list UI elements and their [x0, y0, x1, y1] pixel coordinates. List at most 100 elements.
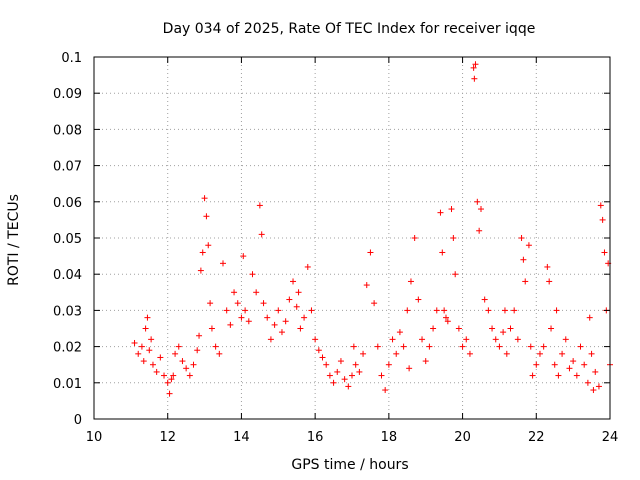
data-point	[242, 307, 249, 314]
data-point	[142, 325, 149, 332]
data-point	[378, 372, 385, 379]
data-point	[286, 296, 293, 303]
axis-ticks	[93, 56, 611, 420]
data-point	[385, 361, 392, 368]
data-point	[553, 307, 560, 314]
data-point	[444, 318, 451, 325]
data-point	[586, 314, 593, 321]
data-point	[341, 376, 348, 383]
data-point	[478, 206, 484, 213]
data-point	[140, 358, 147, 365]
data-point	[253, 289, 260, 296]
y-tick-label: 0.03	[53, 304, 82, 319]
data-point	[308, 307, 315, 314]
data-point	[520, 256, 527, 263]
data-point	[220, 260, 226, 267]
data-point	[352, 361, 359, 368]
data-point	[415, 296, 422, 303]
y-tick-label: 0.08	[53, 123, 82, 138]
data-point	[197, 267, 204, 274]
data-point	[371, 300, 378, 307]
data-point	[540, 343, 547, 350]
data-point	[231, 289, 238, 296]
data-point	[489, 325, 496, 332]
data-point	[597, 202, 604, 209]
data-point	[492, 336, 499, 343]
data-point	[190, 361, 197, 368]
data-point	[256, 202, 263, 209]
data-point	[382, 387, 389, 394]
data-point	[205, 242, 212, 249]
data-point	[271, 321, 278, 328]
data-point	[573, 372, 580, 379]
x-tick-label: 20	[454, 430, 471, 445]
data-point	[503, 350, 510, 357]
data-point	[472, 61, 479, 68]
data-point	[400, 343, 407, 350]
data-point	[592, 368, 599, 375]
data-point	[360, 350, 367, 357]
x-tick-label: 22	[528, 430, 545, 445]
data-point	[260, 300, 267, 307]
x-axis-tick-labels: 10 12 14 16 18 20 22 24	[86, 430, 619, 445]
data-point	[363, 282, 370, 289]
data-point	[459, 343, 466, 350]
data-point	[448, 206, 455, 213]
data-point	[511, 307, 518, 314]
data-point	[374, 343, 381, 350]
data-point	[238, 314, 245, 321]
data-point	[203, 213, 210, 220]
data-point	[164, 379, 171, 386]
data-point	[452, 271, 459, 278]
data-point	[367, 249, 374, 256]
y-tick-label: 0.09	[53, 87, 82, 102]
data-point	[304, 263, 311, 270]
data-point	[148, 336, 155, 343]
data-point	[546, 278, 553, 285]
data-point	[450, 235, 457, 241]
data-point	[337, 358, 344, 365]
data-point	[476, 227, 483, 234]
data-point	[168, 376, 175, 383]
data-point	[455, 325, 462, 332]
data-point	[514, 336, 521, 343]
data-point	[301, 314, 308, 321]
data-point	[350, 343, 357, 350]
data-point	[407, 278, 414, 285]
data-point	[533, 361, 540, 368]
data-point	[442, 314, 449, 321]
data-point	[501, 307, 508, 314]
data-point	[599, 216, 606, 223]
data-point	[588, 350, 595, 357]
data-point	[234, 300, 241, 307]
plot-frame	[93, 56, 611, 420]
data-point	[319, 354, 326, 361]
data-point	[507, 325, 514, 332]
data-point	[485, 307, 492, 314]
data-point	[138, 343, 145, 350]
data-point	[389, 336, 396, 343]
data-point	[212, 343, 219, 350]
data-point	[166, 390, 173, 397]
data-point	[437, 209, 444, 216]
data-point	[312, 336, 319, 343]
x-tick-label: 16	[307, 430, 324, 445]
x-tick-label: 24	[602, 430, 619, 445]
data-points	[131, 61, 613, 397]
y-axis-tick-labels: 0 0.01 0.02 0.03 0.04 0.05 0.06 0.07 0.08 0.09 0.1	[53, 51, 82, 428]
data-point	[527, 343, 534, 350]
data-point	[135, 350, 142, 357]
data-point	[551, 361, 558, 368]
chart-title: Day 034 of 2025, Rate Of TEC Index for r…	[163, 21, 536, 37]
data-point	[356, 368, 363, 375]
data-point	[297, 325, 304, 332]
data-point	[426, 343, 433, 350]
data-point	[500, 329, 507, 336]
data-point	[334, 368, 341, 375]
y-tick-label: 0.01	[53, 377, 82, 392]
data-point	[196, 332, 203, 339]
data-point	[536, 350, 543, 357]
data-point	[525, 242, 532, 249]
data-point	[555, 372, 562, 379]
